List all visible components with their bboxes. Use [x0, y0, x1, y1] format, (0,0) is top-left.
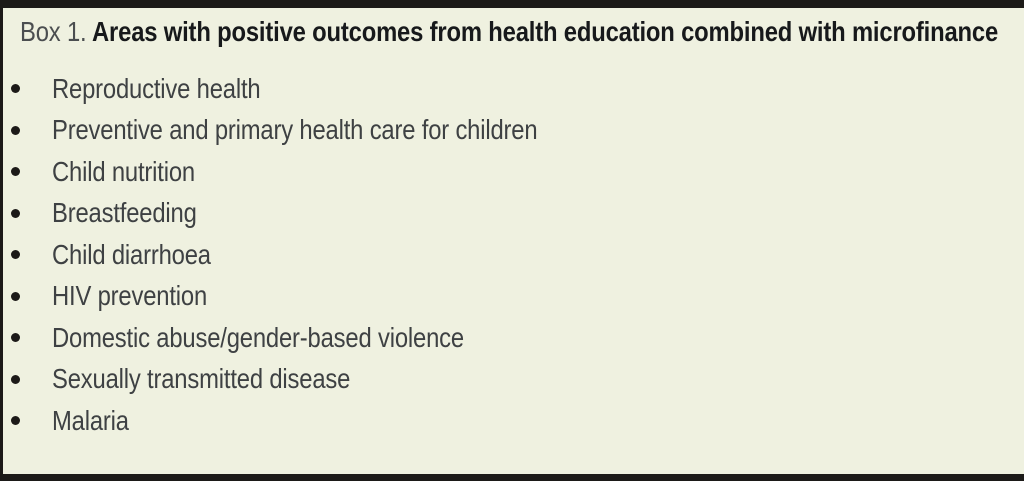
- list-item: Breastfeeding: [3, 193, 1024, 235]
- list-item: Domestic abuse/gender-based violence: [3, 317, 1024, 359]
- list-item: Reproductive health: [3, 68, 1024, 110]
- box-title: Box 1. Areas with positive outcomes from…: [3, 18, 1024, 46]
- list-item-label: Malaria: [52, 404, 129, 436]
- bullet-icon: [11, 208, 20, 218]
- list-item: Preventive and primary health care for c…: [3, 110, 1024, 152]
- list-item-label: Domestic abuse/gender-based violence: [52, 321, 464, 353]
- list-item-label: Breastfeeding: [52, 197, 197, 229]
- box-label: Box 1.: [20, 16, 87, 47]
- bullet-icon: [11, 250, 20, 260]
- list-item-label: Child diarrhoea: [52, 238, 211, 270]
- bullet-icon: [11, 291, 20, 301]
- list-item-label: Preventive and primary health care for c…: [52, 114, 538, 146]
- box-title-text: Areas with positive outcomes from health…: [92, 16, 999, 47]
- list-item-label: HIV prevention: [52, 280, 208, 312]
- bullet-icon: [11, 416, 20, 426]
- list-item: Malaria: [3, 400, 1024, 442]
- list-item: Child nutrition: [3, 151, 1024, 193]
- bullet-icon: [11, 84, 20, 94]
- list-item: Child diarrhoea: [3, 234, 1024, 276]
- bullet-icon: [11, 333, 20, 343]
- bullet-icon: [11, 374, 20, 384]
- bullet-icon: [11, 125, 20, 135]
- list-item: Sexually transmitted disease: [3, 359, 1024, 401]
- list-item: HIV prevention: [3, 276, 1024, 318]
- list-item-label: Reproductive health: [52, 72, 261, 104]
- list-item-label: Sexually transmitted disease: [52, 363, 351, 395]
- list-item-label: Child nutrition: [52, 155, 195, 187]
- outcomes-list: Reproductive health Preventive and prima…: [3, 68, 1024, 442]
- bullet-icon: [11, 167, 20, 177]
